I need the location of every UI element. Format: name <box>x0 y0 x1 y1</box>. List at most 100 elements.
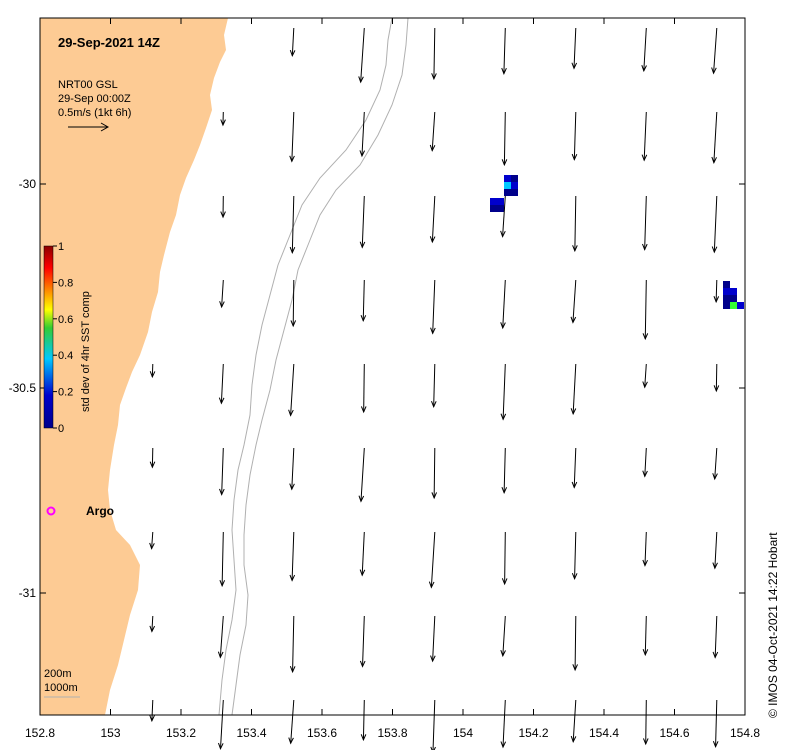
current-vector <box>714 531 718 569</box>
current-vector-head <box>218 397 225 405</box>
current-vector <box>291 111 295 162</box>
current-vector <box>151 531 154 549</box>
current-vector-head <box>359 241 366 249</box>
current-vector-head <box>360 406 367 414</box>
current-vector <box>432 615 436 662</box>
current-vector-head <box>430 746 436 750</box>
current-vector <box>645 699 647 744</box>
current-vector-head <box>500 741 507 749</box>
x-tick-label: 154.8 <box>730 726 760 740</box>
current-vector <box>362 279 365 321</box>
current-vector <box>433 27 436 79</box>
current-vector-head <box>360 734 367 742</box>
current-vector-head <box>642 559 648 567</box>
current-vector <box>433 363 436 407</box>
current-vector <box>572 279 577 323</box>
current-vector <box>151 699 154 721</box>
x-tick-label: 153.4 <box>236 726 266 740</box>
current-vector <box>572 363 577 414</box>
current-vector <box>432 699 436 750</box>
current-vector-head <box>429 236 436 244</box>
current-vector-head <box>219 301 225 309</box>
current-vector <box>432 279 436 334</box>
current-vector <box>574 531 577 579</box>
current-vector-head <box>218 742 224 750</box>
current-vector-head <box>571 153 578 161</box>
current-vector <box>221 531 224 586</box>
current-vector-head <box>571 481 578 489</box>
current-vector-head <box>712 651 719 659</box>
colorbar-tick-label: 0.4 <box>58 350 73 362</box>
current-vector-head <box>359 150 366 158</box>
x-tick-label: 153.6 <box>307 726 337 740</box>
current-vector <box>220 363 224 404</box>
current-vector <box>714 447 718 479</box>
current-vector <box>221 447 224 495</box>
current-vector <box>362 615 365 667</box>
current-vector-head <box>289 483 295 491</box>
current-vector <box>290 363 295 416</box>
current-vector <box>431 195 436 242</box>
colorbar <box>43 245 54 429</box>
x-tick-label: 153 <box>100 726 120 740</box>
current-vector <box>502 615 506 656</box>
current-vector-head <box>500 230 506 238</box>
current-vector-head <box>570 735 577 744</box>
colorbar-tick-label: 1 <box>58 241 64 253</box>
coastline-land <box>40 18 228 715</box>
depth-label-1000m: 1000m <box>44 682 78 694</box>
current-vector-head <box>642 738 649 746</box>
current-vector <box>715 699 718 747</box>
current-vector-head <box>288 737 294 745</box>
current-vector <box>221 279 224 307</box>
current-vector <box>291 27 295 56</box>
legend-time: 29-Sep 00:00Z <box>58 93 131 105</box>
current-vector-head <box>501 578 508 586</box>
x-tick-label: 154 <box>453 726 473 740</box>
current-vector-head <box>431 492 438 500</box>
current-vector <box>361 531 365 576</box>
current-vector <box>714 615 718 658</box>
y-tick-label: -30 <box>19 177 37 191</box>
current-vector <box>503 111 506 165</box>
current-vector-head <box>289 246 296 254</box>
current-vector <box>361 111 365 157</box>
current-vector-head <box>288 409 294 417</box>
x-tick-label: 153.2 <box>166 726 196 740</box>
current-vector <box>219 699 224 749</box>
current-vector-head <box>360 315 367 323</box>
current-vector <box>362 699 365 740</box>
current-vector <box>291 447 295 490</box>
current-vector <box>574 195 577 251</box>
current-vector <box>502 279 506 328</box>
sst-stddev-pixels <box>490 175 744 309</box>
current-vector-head <box>571 62 578 70</box>
current-vector-head <box>359 660 366 668</box>
current-vector-head <box>712 473 718 481</box>
current-vector-head <box>711 246 718 254</box>
current-vector-head <box>358 495 365 503</box>
current-vector <box>291 531 295 581</box>
current-vectors <box>149 27 720 750</box>
argo-label: Argo <box>86 504 114 518</box>
x-tick-label: 154.4 <box>589 726 619 740</box>
current-vector <box>292 279 295 326</box>
current-vector <box>644 615 647 655</box>
x-axis: 152.8 153 153.2 153.4 153.6 153.8 154 154.2 154.… <box>25 18 760 740</box>
current-vector-head <box>289 49 296 58</box>
current-vector-head <box>500 322 506 330</box>
colorbar-tick-label: 0 <box>58 423 64 435</box>
current-vector <box>431 111 436 151</box>
current-vector <box>644 531 647 566</box>
current-vector <box>291 195 295 253</box>
current-vector <box>502 363 506 420</box>
current-vector <box>713 111 718 163</box>
depth-label-200m: 200m <box>44 668 72 680</box>
current-vector-head <box>572 664 578 672</box>
current-vector <box>573 111 577 160</box>
current-vector-head <box>431 400 437 409</box>
legend-scale: 0.5m/s (1kt 6h) <box>58 107 131 119</box>
current-vector-head <box>149 625 156 633</box>
current-vector-head <box>220 211 226 219</box>
current-vector-head <box>642 243 648 251</box>
